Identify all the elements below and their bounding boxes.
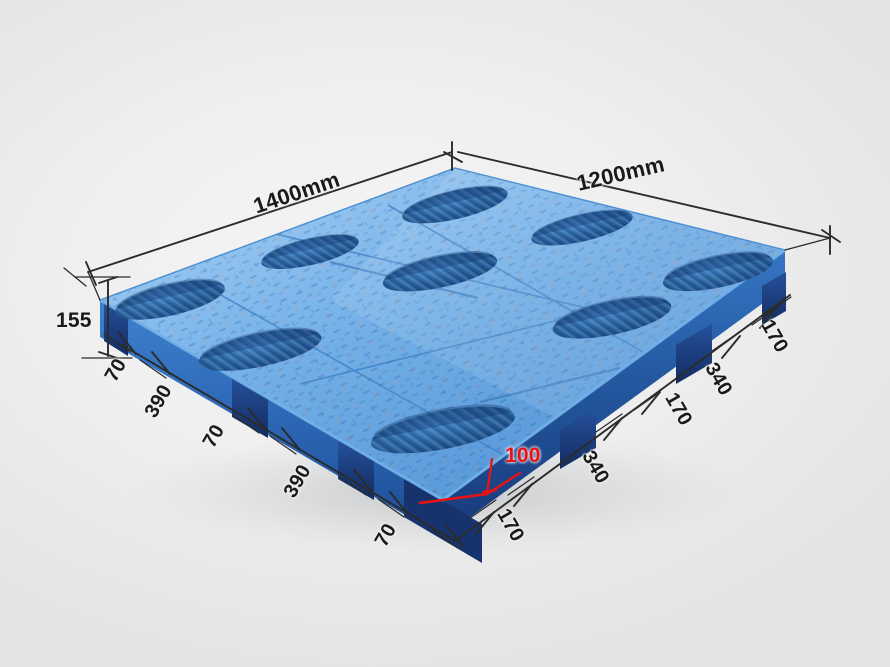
label-height-155: 155	[56, 309, 92, 332]
red-underline	[418, 492, 489, 505]
chain-left-line	[121, 344, 456, 542]
foot-recess	[371, 404, 515, 454]
foot-recess	[198, 327, 322, 371]
label-foot-height-100: 100	[505, 444, 541, 467]
ext-left-top	[87, 271, 101, 301]
foot-recess	[663, 251, 773, 292]
dim-line-1400	[87, 151, 453, 273]
skirt-right	[443, 250, 785, 537]
foot-recess	[115, 278, 225, 320]
foot-recess	[402, 185, 508, 224]
foot-recess	[552, 295, 672, 339]
foot-recess	[531, 209, 633, 246]
foot-recess	[382, 250, 498, 292]
ext-right-top	[784, 237, 831, 251]
dim-100-red	[418, 457, 522, 505]
foot-recesses	[115, 185, 773, 454]
foot-recess	[261, 234, 359, 269]
dim-line-1200	[457, 151, 831, 239]
